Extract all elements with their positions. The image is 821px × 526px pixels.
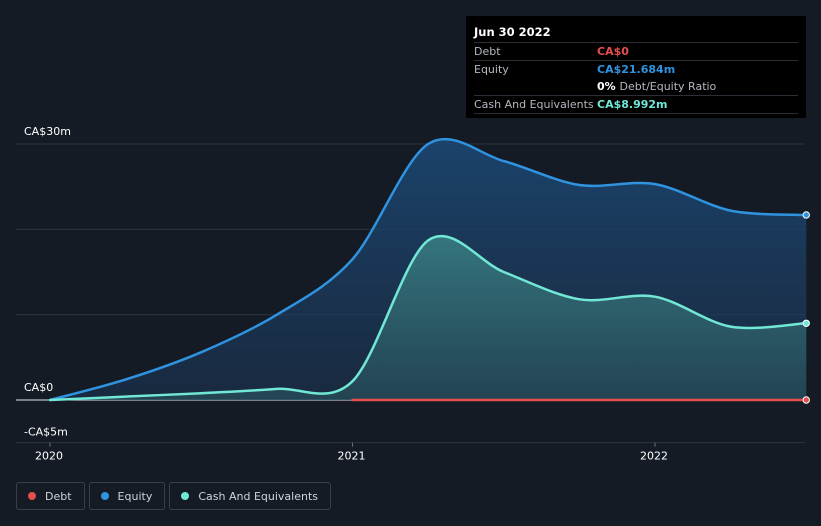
tooltip-ratio-value: 0% Debt/Equity Ratio — [597, 78, 716, 95]
legend-item-cash[interactable]: Cash And Equivalents — [169, 482, 331, 510]
tooltip-row-equity: Equity CA$21.684m — [474, 60, 798, 78]
y-tick-label: CA$0 — [24, 381, 53, 394]
legend-label-equity: Equity — [117, 489, 153, 503]
x-tick-label: 2022 — [640, 450, 668, 463]
tooltip-row-cash: Cash And Equivalents CA$8.992m — [474, 95, 798, 114]
tooltip-ratio-suffix: Debt/Equity Ratio — [619, 80, 717, 93]
line-cash-and-equivalents — [48, 234, 808, 402]
tooltip-ratio-label — [474, 78, 597, 95]
endpoint-cash-and-equivalents — [802, 319, 810, 327]
legend-dot-equity — [100, 492, 109, 500]
tooltip-equity-value: CA$21.684m — [597, 63, 676, 76]
legend-dot-cash — [181, 492, 190, 500]
line-layer — [48, 137, 810, 404]
tooltip-cash-value: CA$8.992m — [597, 98, 668, 111]
axis-layer: CA$30m CA$0 -CA$5m 2020 2021 2022 — [24, 125, 668, 463]
legend-item-debt[interactable]: Debt — [16, 482, 85, 510]
tooltip-equity-label: Equity — [474, 63, 509, 76]
area-layer — [50, 139, 807, 400]
tooltip-row-debt: Debt CA$0 — [474, 42, 798, 60]
tooltip-row-ratio: 0% Debt/Equity Ratio — [474, 78, 798, 95]
endpoint-equity — [802, 211, 810, 219]
tooltip-cash-label: Cash And Equivalents — [474, 98, 594, 111]
data-tooltip: Jun 30 2022 Debt CA$0 Equity CA$21.684m … — [466, 16, 806, 118]
y-tick-label: CA$30m — [24, 125, 71, 138]
x-tick-label: 2020 — [35, 450, 63, 463]
chart-legend: Debt Equity Cash And Equivalents — [16, 482, 331, 510]
x-tick-label: 2021 — [338, 450, 366, 463]
line-equity — [48, 137, 808, 402]
legend-dot-debt — [28, 492, 36, 500]
tooltip-ratio-number: 0% — [597, 80, 616, 93]
y-tick-label: -CA$5m — [24, 426, 68, 439]
area-cash-and-equivalents — [50, 236, 807, 400]
tooltip-debt-label: Debt — [474, 45, 501, 58]
legend-label-cash: Cash And Equivalents — [198, 489, 318, 503]
endpoint-debt — [802, 396, 810, 404]
legend-item-equity[interactable]: Equity — [88, 482, 166, 510]
tooltip-date: Jun 30 2022 — [474, 25, 551, 39]
legend-label-debt: Debt — [45, 489, 72, 503]
tooltip-debt-value: CA$0 — [597, 45, 629, 58]
